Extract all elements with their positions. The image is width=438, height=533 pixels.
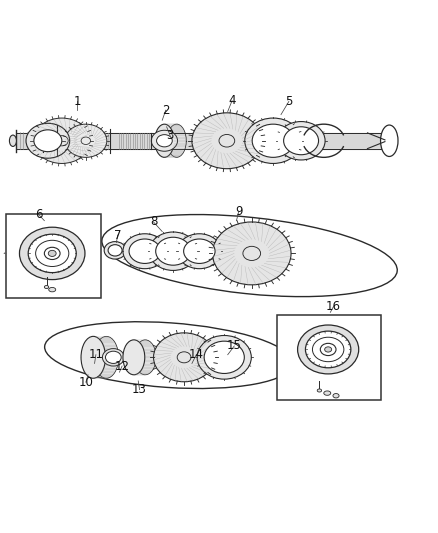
Ellipse shape xyxy=(184,239,215,263)
Ellipse shape xyxy=(305,331,351,368)
Text: 4: 4 xyxy=(228,94,236,107)
Ellipse shape xyxy=(177,352,191,363)
Ellipse shape xyxy=(19,227,85,280)
Ellipse shape xyxy=(192,113,262,169)
Ellipse shape xyxy=(204,341,244,374)
Ellipse shape xyxy=(156,135,172,147)
Text: 3: 3 xyxy=(166,129,174,142)
Ellipse shape xyxy=(129,239,160,263)
Ellipse shape xyxy=(102,215,397,297)
Ellipse shape xyxy=(151,130,177,151)
Ellipse shape xyxy=(49,287,56,292)
Text: 12: 12 xyxy=(115,360,130,373)
Ellipse shape xyxy=(45,322,293,389)
Ellipse shape xyxy=(219,134,235,147)
Text: 6: 6 xyxy=(35,208,43,222)
Text: 10: 10 xyxy=(78,376,93,389)
Text: 13: 13 xyxy=(132,383,147,396)
Polygon shape xyxy=(277,316,381,400)
Ellipse shape xyxy=(81,137,91,144)
Text: 8: 8 xyxy=(150,215,157,229)
Ellipse shape xyxy=(48,251,56,256)
Text: 15: 15 xyxy=(227,340,242,352)
Ellipse shape xyxy=(316,340,340,359)
Ellipse shape xyxy=(104,241,126,259)
Ellipse shape xyxy=(155,124,174,157)
Text: 16: 16 xyxy=(326,300,341,313)
Ellipse shape xyxy=(325,347,332,352)
Text: 2: 2 xyxy=(162,104,170,117)
Ellipse shape xyxy=(155,237,191,265)
Ellipse shape xyxy=(277,122,325,160)
Text: 5: 5 xyxy=(285,95,293,108)
Ellipse shape xyxy=(44,286,49,288)
Ellipse shape xyxy=(333,393,339,398)
Ellipse shape xyxy=(149,232,197,270)
Ellipse shape xyxy=(297,325,359,374)
Ellipse shape xyxy=(81,336,106,378)
Ellipse shape xyxy=(167,124,186,157)
Ellipse shape xyxy=(252,124,294,157)
Ellipse shape xyxy=(134,340,156,375)
Ellipse shape xyxy=(56,135,68,146)
Ellipse shape xyxy=(197,335,251,379)
Ellipse shape xyxy=(102,349,124,366)
Text: 9: 9 xyxy=(235,205,242,219)
Text: 14: 14 xyxy=(189,348,204,361)
Ellipse shape xyxy=(123,234,166,269)
Ellipse shape xyxy=(153,333,215,382)
Polygon shape xyxy=(6,214,101,298)
Ellipse shape xyxy=(108,245,122,256)
Ellipse shape xyxy=(381,125,398,157)
Ellipse shape xyxy=(177,234,221,269)
Ellipse shape xyxy=(245,118,301,164)
Ellipse shape xyxy=(65,124,107,157)
Ellipse shape xyxy=(307,333,349,366)
Ellipse shape xyxy=(324,391,331,395)
Ellipse shape xyxy=(312,337,344,362)
Ellipse shape xyxy=(29,235,75,272)
Text: 7: 7 xyxy=(114,229,121,241)
Ellipse shape xyxy=(123,340,145,375)
Ellipse shape xyxy=(320,343,336,356)
Ellipse shape xyxy=(33,118,90,164)
Ellipse shape xyxy=(34,130,62,152)
Ellipse shape xyxy=(212,222,291,285)
Ellipse shape xyxy=(35,240,69,266)
Ellipse shape xyxy=(317,389,321,392)
Ellipse shape xyxy=(94,336,119,378)
Text: 11: 11 xyxy=(88,348,103,361)
Ellipse shape xyxy=(284,127,318,155)
Ellipse shape xyxy=(28,234,76,272)
Ellipse shape xyxy=(39,243,65,264)
Ellipse shape xyxy=(44,247,60,260)
Ellipse shape xyxy=(26,123,70,158)
Text: 1: 1 xyxy=(73,95,81,108)
Ellipse shape xyxy=(243,246,261,261)
Ellipse shape xyxy=(10,135,16,147)
Ellipse shape xyxy=(106,351,121,364)
